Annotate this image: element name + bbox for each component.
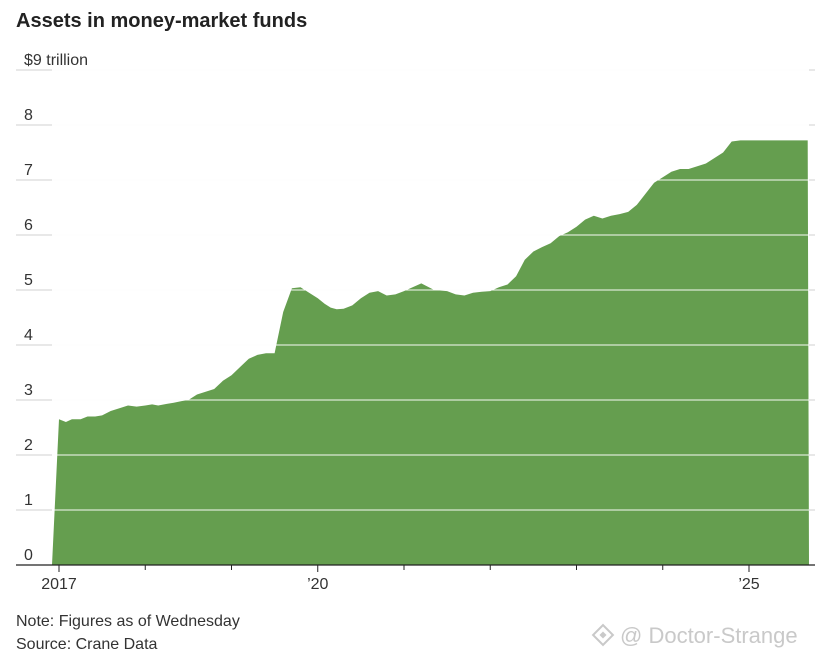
x-tick-label-2017: 2017 — [41, 576, 77, 593]
series-area — [52, 140, 809, 565]
area-layer — [52, 69, 809, 565]
x-tick-label-2020: ’20 — [307, 576, 328, 593]
y-tick-label-3: 3 — [24, 382, 33, 399]
footnote-note: Note: Figures as of Wednesday — [16, 613, 240, 630]
y-tick-label-4: 4 — [24, 327, 33, 344]
y-tick-label-8: 8 — [24, 107, 33, 124]
x-tick-label-2025: ’25 — [738, 576, 759, 593]
y-tick-label-2: 2 — [24, 437, 33, 454]
y-tick-label-0: 0 — [24, 547, 33, 564]
watermark-logo: @ Doctor-Strange — [591, 623, 798, 648]
watermark-text: @ Doctor-Strange — [620, 623, 798, 648]
y-tick-label-6: 6 — [24, 217, 33, 234]
watermark-diamond-icon — [591, 623, 615, 647]
y-tick-label-9: $9 trillion — [24, 52, 88, 69]
chart-title: Assets in money-market funds — [16, 10, 307, 32]
y-tick-label-5: 5 — [24, 272, 33, 289]
y-tick-label-7: 7 — [24, 162, 33, 179]
y-tick-label-1: 1 — [24, 492, 33, 509]
footnote-source: Source: Crane Data — [16, 636, 158, 653]
axis-layer: 0 1 2 3 4 5 6 7 8 $9 trillion 2017 ’20 ’25 — [16, 52, 815, 593]
